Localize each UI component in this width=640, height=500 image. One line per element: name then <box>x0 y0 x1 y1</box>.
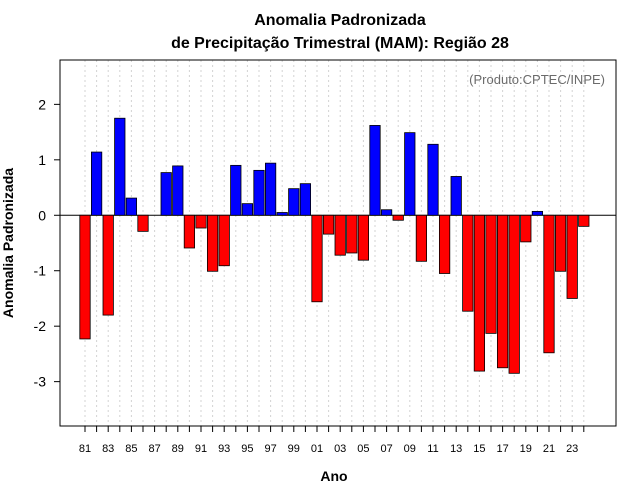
x-tick-label: 89 <box>172 443 184 455</box>
bar-83 <box>102 214 114 316</box>
x-tick-label: 93 <box>218 443 230 455</box>
bar-18 <box>508 214 520 374</box>
bars <box>79 117 590 374</box>
x-axis-label: Ano <box>320 468 347 484</box>
bar-82 <box>91 151 103 216</box>
bar-20 <box>531 210 544 216</box>
x-tick-label: 03 <box>334 443 346 455</box>
bar-22 <box>555 214 567 272</box>
x-tick-label: 99 <box>288 443 300 455</box>
bar-09 <box>404 132 416 216</box>
bar-89 <box>172 165 184 216</box>
y-tick-label: -3 <box>34 374 47 390</box>
bar-92 <box>206 214 219 272</box>
y-tick-label: 1 <box>38 152 46 168</box>
bar-86 <box>137 214 149 232</box>
x-tick-label: 85 <box>125 443 137 455</box>
y-tick-label: 2 <box>38 96 46 112</box>
bar-93 <box>218 214 230 267</box>
bar-96 <box>253 169 265 216</box>
x-tick-label: 87 <box>148 443 160 455</box>
bar-90 <box>183 214 195 249</box>
bar-06 <box>369 125 381 216</box>
bar-85 <box>125 197 137 216</box>
x-tick-label: 15 <box>473 443 485 455</box>
bar-24 <box>578 214 590 227</box>
bar-98 <box>276 212 288 216</box>
bar-03 <box>334 214 346 256</box>
x-tick-label: 07 <box>380 443 392 455</box>
x-tick-label: 83 <box>102 443 114 455</box>
bar-08 <box>392 214 404 221</box>
bar-13 <box>450 176 462 216</box>
bar-97 <box>264 162 277 216</box>
bar-14 <box>462 214 474 312</box>
bar-12 <box>438 214 451 274</box>
x-tick-label: 13 <box>450 443 462 455</box>
x-tick-label: 19 <box>520 443 532 455</box>
y-tick-label: -2 <box>34 318 47 334</box>
x-tick-label: 91 <box>195 443 207 455</box>
x-tick-label: 81 <box>79 443 91 455</box>
y-axis-label: Anomalia Padronizada <box>0 168 16 318</box>
bar-05 <box>357 214 370 261</box>
bar-84 <box>114 117 126 216</box>
bar-15 <box>473 214 486 372</box>
bar-04 <box>346 214 358 254</box>
x-axis: 81 83 85 87 89 91 93 95 97 99 01 03 05 07 09 11 13 15 17 19… <box>79 426 585 455</box>
y-tick-label: -1 <box>34 263 47 279</box>
y-axis: -3 -2 -1 0 1 2 <box>34 96 60 390</box>
bar-16 <box>485 214 497 334</box>
bar-88 <box>160 172 172 216</box>
bar-81 <box>79 214 91 340</box>
bar-91 <box>195 214 207 229</box>
y-tick-label: 0 <box>38 207 46 223</box>
bar-95 <box>241 203 253 216</box>
bar-02 <box>322 214 335 235</box>
bar-00 <box>299 183 312 216</box>
product-credit: (Produto:CPTEC/INPE) <box>469 72 605 87</box>
bar-21 <box>543 214 555 354</box>
chart-title-line1: Anomalia Padronizada <box>254 12 426 29</box>
plot-frame <box>59 59 617 427</box>
bar-94 <box>230 164 242 216</box>
chart-title-line2: de Precipitação Trimestral (MAM): Região… <box>171 35 509 52</box>
bar-11 <box>427 143 439 216</box>
x-tick-label: 09 <box>404 443 416 455</box>
bar-19 <box>520 214 532 243</box>
bar-10 <box>415 214 428 262</box>
x-tick-label: 97 <box>264 443 276 455</box>
bar-17 <box>496 214 509 369</box>
x-tick-label: 95 <box>241 443 253 455</box>
x-tick-label: 17 <box>496 443 508 455</box>
x-tick-label: 01 <box>311 443 323 455</box>
x-tick-label: 05 <box>357 443 369 455</box>
x-tick-label: 11 <box>427 443 438 455</box>
bar-07 <box>380 209 393 216</box>
x-tick-label: 21 <box>543 443 555 455</box>
bar-23 <box>566 214 578 299</box>
bar-99 <box>288 188 300 216</box>
x-tick-label: 23 <box>566 443 578 455</box>
bar-01 <box>311 214 323 303</box>
